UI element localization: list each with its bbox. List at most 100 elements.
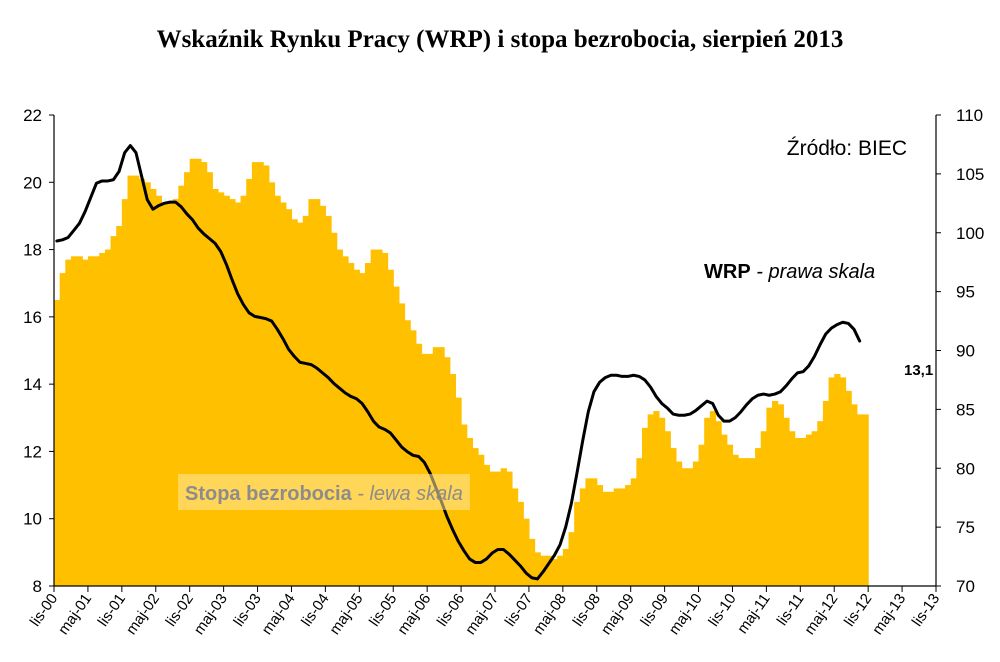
right-tick-label: 80 [956, 459, 975, 478]
unemployment-bar [172, 199, 179, 587]
unemployment-bar [472, 448, 479, 586]
unemployment-bar [167, 202, 174, 586]
x-tick-label: lis-02 [162, 591, 196, 630]
unemployment-bar [381, 252, 389, 586]
left-tick-label: 8 [33, 577, 42, 596]
x-tick-label: lis-12 [841, 591, 875, 630]
unemployment-bar [314, 199, 321, 587]
unemployment-bar [642, 427, 649, 586]
unemployment-bar [229, 199, 236, 587]
x-tick-label: lis-00 [27, 591, 61, 630]
unemployment-bar [251, 162, 259, 586]
unemployment-bar [658, 417, 666, 586]
unemployment-bar [195, 158, 202, 587]
unemployment-bar [99, 252, 106, 586]
unemployment-bar [121, 199, 129, 587]
unemployment-bar [263, 165, 270, 586]
unemployment-bar [545, 555, 553, 586]
unemployment-bar [511, 488, 519, 586]
x-tick-label: maj-01 [55, 591, 95, 638]
unemployment-bar [150, 189, 157, 586]
unemployment-bar [687, 468, 694, 586]
unemployment-bar [302, 215, 310, 586]
unemployment-bar [364, 263, 372, 586]
unemployment-bar [845, 390, 852, 586]
unemployment-bar [93, 256, 100, 586]
left-tick-label: 10 [23, 510, 42, 529]
unemployment-bar [732, 454, 739, 586]
unemployment-bar [110, 236, 117, 587]
x-tick-label: lis-11 [774, 591, 808, 629]
unemployment-bar [342, 256, 349, 586]
left-tick-label: 12 [23, 442, 42, 461]
left-tick-label: 14 [23, 375, 42, 394]
unemployment-bar [749, 458, 756, 586]
unemployment-bar [87, 256, 95, 586]
unemployment-bar [376, 249, 383, 586]
unemployment-bar [212, 189, 219, 586]
right-tick-label: 75 [956, 518, 975, 537]
left-tick-label: 20 [23, 173, 42, 192]
unemployment-bar [834, 374, 841, 586]
wrp-annotation-bold: WRP [704, 261, 751, 283]
unemployment-bar [670, 448, 677, 586]
unemployment-bar [568, 532, 575, 586]
unemployment-bar [721, 434, 728, 586]
unemployment-bar [138, 178, 146, 587]
unemployment-bar [393, 286, 400, 586]
unemployment-bar [726, 444, 734, 586]
left-tick-label: 16 [23, 308, 42, 327]
unemployment-bar [201, 162, 208, 586]
unemployment-bar [325, 215, 332, 586]
unemployment-bar [427, 353, 434, 586]
unemployment-bar [268, 182, 276, 587]
unemployment-bar [291, 219, 298, 587]
unemployment-bar [636, 458, 643, 586]
unemployment-bar [625, 485, 632, 586]
wrp-annotation-rest: - prawa skala [751, 261, 876, 283]
unemployment-bar [738, 458, 745, 586]
unemployment-bar [432, 347, 440, 586]
unemployment-bar [438, 347, 445, 586]
unemployment-bar [709, 411, 717, 586]
unemployment-annotation: Stopa bezrobocia - lewa skala [185, 483, 463, 505]
unemployment-bar [766, 407, 773, 586]
unemployment-bar [822, 400, 830, 586]
unemployment-bar [206, 172, 213, 586]
unemployment-bar [70, 256, 78, 586]
unemployment-bar [82, 259, 89, 586]
unemployment-bar [851, 404, 858, 586]
x-tick-label: lis-03 [230, 591, 264, 630]
unemployment-bar [783, 417, 790, 586]
last-value-label: 13,1 [904, 362, 933, 379]
unemployment-bar [274, 195, 281, 587]
unemployment-bar [591, 478, 598, 586]
unemployment-bar [772, 400, 779, 586]
unemployment-bar [647, 414, 654, 586]
unemployment-bar [410, 330, 417, 586]
unemployment-annotation-bg [178, 474, 470, 510]
unemployment-bar [760, 431, 767, 586]
unemployment-bar [353, 269, 360, 586]
right-tick-label: 110 [956, 106, 983, 125]
unemployment-bar [234, 202, 242, 586]
x-tick-label: lis-10 [705, 591, 739, 630]
unemployment-bar [828, 377, 835, 586]
x-tick-label: lis-01 [95, 591, 129, 630]
unemployment-bar [551, 559, 558, 586]
right-tick-label: 70 [956, 577, 975, 596]
unemployment-bar [127, 175, 134, 586]
unemployment-bar [630, 478, 637, 586]
unemployment-bar [715, 421, 722, 586]
unemployment-bar [280, 202, 287, 586]
source-label: Źródło: BIEC [787, 137, 907, 160]
unemployment-bar [839, 377, 847, 586]
unemployment-bar [240, 195, 247, 587]
unemployment-bar [285, 209, 293, 586]
unemployment-annotation-rest: - lewa skala [352, 483, 463, 505]
x-tick-label: maj-04 [259, 591, 299, 638]
unemployment-bar [495, 471, 502, 586]
x-tick-label: maj-10 [666, 591, 706, 638]
unemployment-bar [800, 437, 807, 586]
unemployment-bar [862, 414, 869, 586]
